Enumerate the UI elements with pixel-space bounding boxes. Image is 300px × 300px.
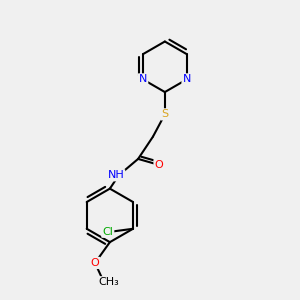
Text: O: O: [91, 258, 99, 268]
Text: N: N: [183, 74, 191, 84]
Text: S: S: [161, 109, 168, 119]
Text: Cl: Cl: [102, 227, 113, 237]
Text: N: N: [139, 74, 147, 84]
Text: O: O: [154, 160, 163, 170]
Text: NH: NH: [107, 170, 124, 180]
Text: CH₃: CH₃: [98, 277, 119, 287]
